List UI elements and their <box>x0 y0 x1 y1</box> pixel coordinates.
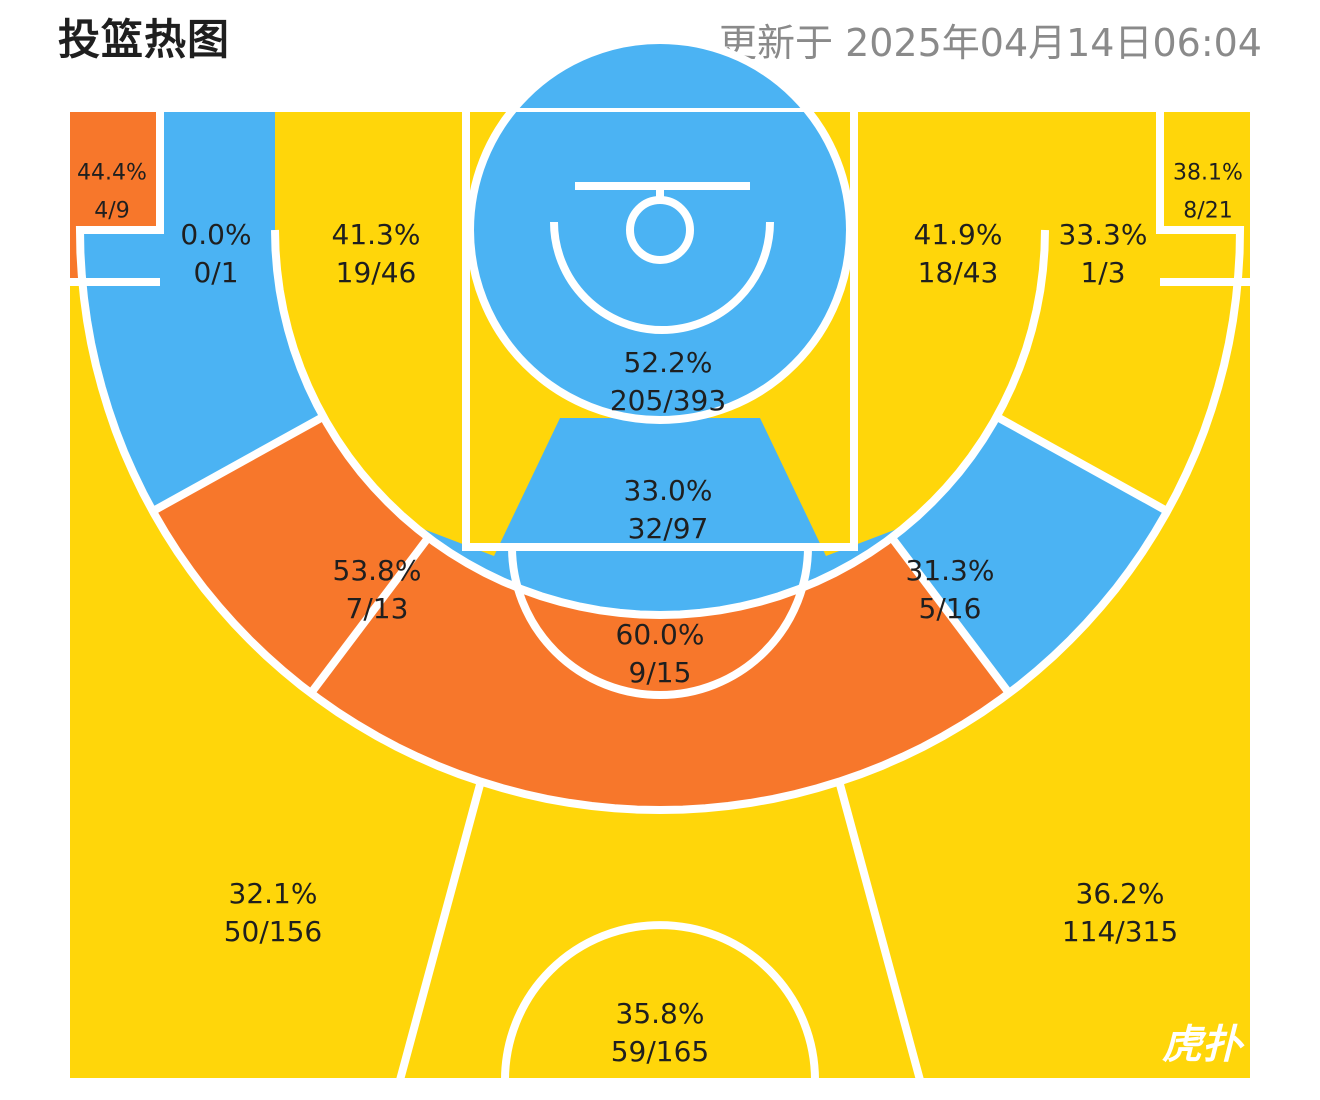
zone-pct-left-baseline-mid: 41.3% <box>332 218 421 251</box>
zone-made-att-left-elbow-mid: 7/13 <box>346 592 409 625</box>
zone-made-att-left-wing-long-two: 0/1 <box>193 256 238 289</box>
elbow-divider-right <box>888 535 1013 696</box>
zone-fill-right-baseline-mid <box>850 110 1045 420</box>
zone-pct-left-wing-long-two: 0.0% <box>180 218 251 251</box>
zone-made-att-top-three: 59/165 <box>611 1035 710 1068</box>
updated-timestamp: 更新于 2025年04月14日06:04 <box>718 21 1262 65</box>
zone-pct-restricted-area: 52.2% <box>624 346 713 379</box>
zone-made-att-restricted-area: 205/393 <box>610 384 726 417</box>
zone-made-att-left-wing-three: 50/156 <box>224 915 323 948</box>
zone-fill-top-key-mid <box>310 537 1010 810</box>
three-divider-left <box>396 780 485 1082</box>
zone-pct-left-corner-three: 44.4% <box>77 161 147 186</box>
zone-labels: 44.4% 4/9 0.0% 0/1 41.3% 19/46 52.2% 205/393 33.… <box>77 161 1243 1068</box>
zone-pct-paint-non-ra: 33.0% <box>624 474 713 507</box>
hupu-logo: 虎扑 <box>1162 1022 1242 1068</box>
elbow-divider-left <box>307 535 432 696</box>
charge-arc <box>550 221 774 334</box>
page-title: 投篮热图 <box>58 15 231 64</box>
zone-pct-left-elbow-mid: 53.8% <box>333 554 422 587</box>
zone-made-att-right-baseline-mid: 18/43 <box>918 256 999 289</box>
zone-made-att-left-corner-three: 4/9 <box>94 199 129 224</box>
zone-fill-left-wing-long-two <box>80 110 324 512</box>
halfcourt-circle <box>501 921 819 1081</box>
wing-divider-right <box>994 413 1170 515</box>
paint-lane <box>462 110 858 551</box>
three-point-line <box>75 110 1245 815</box>
zone-pct-right-wing-long-two: 33.3% <box>1059 218 1148 251</box>
zone-pct-top-key-mid: 60.0% <box>616 618 705 651</box>
wing-divider-left <box>150 413 326 515</box>
zone-made-att-paint-non-ra: 32/97 <box>628 512 709 545</box>
zone-pct-right-elbow-mid: 31.3% <box>906 554 995 587</box>
restricted-area-circle <box>465 36 855 424</box>
zone-fill-right-wing-three <box>839 230 1252 1080</box>
zone-fill-restricted-area <box>470 40 850 420</box>
zone-made-att-right-elbow-mid: 5/16 <box>919 592 982 625</box>
zone-pct-right-baseline-mid: 41.9% <box>914 218 1003 251</box>
mid-range-arc <box>271 229 1049 620</box>
rim <box>626 196 694 264</box>
court-lines <box>66 36 1254 1082</box>
three-divider-right <box>835 780 924 1082</box>
zone-fill-paint-non-ra <box>412 418 908 615</box>
zone-fill-left-baseline-mid <box>275 110 470 420</box>
court-border <box>66 108 1254 1082</box>
zone-pct-left-wing-three: 32.1% <box>229 877 318 910</box>
zone-pct-right-wing-three: 36.2% <box>1076 877 1165 910</box>
zone-made-att-right-corner-three: 8/21 <box>1183 199 1232 224</box>
zone-fill-left-wing-three <box>68 230 481 1080</box>
zone-fill-top-three <box>400 781 920 1080</box>
zone-fills <box>68 40 1252 1080</box>
zone-made-att-left-baseline-mid: 19/46 <box>336 256 417 289</box>
zone-made-att-right-wing-long-two: 1/3 <box>1080 256 1125 289</box>
zone-made-att-right-wing-three: 114/315 <box>1062 915 1178 948</box>
zone-pct-right-corner-three: 38.1% <box>1173 161 1243 186</box>
zone-pct-top-three: 35.8% <box>616 997 705 1030</box>
free-throw-circle <box>508 546 812 699</box>
zone-fill-right-wing-long-two <box>996 110 1240 512</box>
zone-made-att-top-key-mid: 9/15 <box>629 656 692 689</box>
